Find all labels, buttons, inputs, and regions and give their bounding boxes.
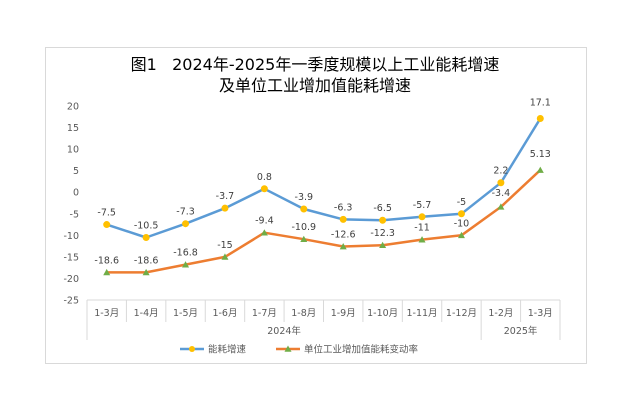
legend-label: 单位工业增加值能耗变动率 (304, 344, 419, 356)
x-tick-label: 1-6月 (212, 308, 237, 319)
data-point (300, 235, 308, 243)
data-label: -7.5 (97, 208, 116, 219)
x-tick-label: 1-12月 (446, 308, 477, 319)
data-label: -3.7 (216, 191, 235, 202)
data-point (142, 233, 150, 241)
data-label: 2.2 (493, 166, 508, 177)
x-group-label: 2024年 (267, 325, 301, 337)
data-point (379, 241, 387, 249)
data-label: -3.4 (492, 188, 511, 199)
data-point (418, 236, 426, 243)
y-tick-label: -10 (63, 231, 79, 242)
data-point (260, 185, 268, 193)
data-point (418, 213, 426, 221)
data-point (339, 215, 347, 223)
y-tick-label: 20 (67, 102, 79, 113)
data-label: -6.3 (334, 202, 353, 213)
legend-marker (189, 346, 195, 352)
data-point (379, 216, 387, 224)
data-point (103, 268, 111, 276)
data-point (457, 210, 465, 218)
data-point (536, 115, 544, 123)
x-tick-label: 1-9月 (331, 308, 356, 319)
data-label: -9.4 (255, 216, 274, 227)
data-label: -16.8 (173, 248, 198, 259)
data-label: -12.6 (331, 230, 356, 241)
data-label: -5 (457, 197, 466, 208)
x-tick-label: 1-3月 (528, 308, 553, 319)
x-tick-label: 1-8月 (291, 308, 316, 319)
data-label: 0.8 (257, 172, 272, 183)
x-tick-label: 1-11月 (407, 308, 438, 319)
series-line (106, 117, 542, 239)
data-point (142, 268, 150, 276)
data-label: 17.1 (530, 98, 551, 109)
chart-title-line-1: 图1 2024年-2025年一季度规模以上工业能耗增速 (130, 55, 500, 74)
y-tick-label: -15 (63, 252, 79, 263)
data-label: -10.9 (291, 222, 316, 233)
data-point (221, 253, 229, 260)
y-tick-label: 5 (73, 166, 79, 177)
series-line (106, 169, 542, 274)
data-label: -10 (454, 218, 470, 229)
data-point (103, 221, 111, 229)
data-point (182, 220, 190, 228)
data-point (260, 229, 268, 236)
y-tick-label: -5 (70, 209, 79, 220)
data-point (221, 204, 229, 212)
data-label: -7.3 (176, 207, 195, 218)
data-label: -18.6 (134, 255, 159, 266)
data-point (339, 243, 347, 250)
x-tick-label: 1-5月 (173, 308, 198, 319)
data-point (497, 203, 505, 210)
x-tick-label: 1-7月 (252, 308, 277, 319)
data-point (457, 231, 465, 239)
data-point (300, 205, 308, 213)
data-point (536, 166, 544, 173)
data-label: -5.7 (413, 200, 432, 211)
chart-area (45, 47, 587, 364)
y-tick-label: -20 (63, 274, 79, 285)
data-point (497, 179, 505, 187)
y-tick-label: 0 (73, 188, 79, 199)
data-label: -3.9 (295, 192, 314, 203)
x-tick-label: 1-4月 (134, 308, 159, 319)
x-tick-label: 1-10月 (367, 308, 398, 319)
data-label: -15 (217, 240, 233, 251)
y-tick-label: -25 (63, 296, 79, 307)
data-label: -6.5 (373, 203, 392, 214)
data-label: -12.3 (370, 228, 395, 239)
chart-title-line-2: 及单位工业增加值能耗增速 (218, 76, 411, 95)
data-label: 5.13 (530, 149, 551, 160)
data-point (182, 261, 190, 268)
x-group-label: 2025年 (504, 325, 538, 337)
legend-marker (284, 345, 292, 352)
data-label: -11 (414, 223, 430, 234)
x-tick-label: 1-3月 (94, 308, 119, 319)
y-tick-label: 15 (67, 123, 79, 134)
legend-label: 能耗增速 (208, 344, 247, 356)
y-tick-label: 10 (67, 145, 79, 156)
data-label: -18.6 (94, 255, 119, 266)
x-tick-label: 1-2月 (488, 308, 513, 319)
data-label: -10.5 (134, 220, 159, 231)
chart-title: 图1 2024年-2025年一季度规模以上工业能耗增速 及单位工业增加值能耗增速 (45, 54, 585, 96)
